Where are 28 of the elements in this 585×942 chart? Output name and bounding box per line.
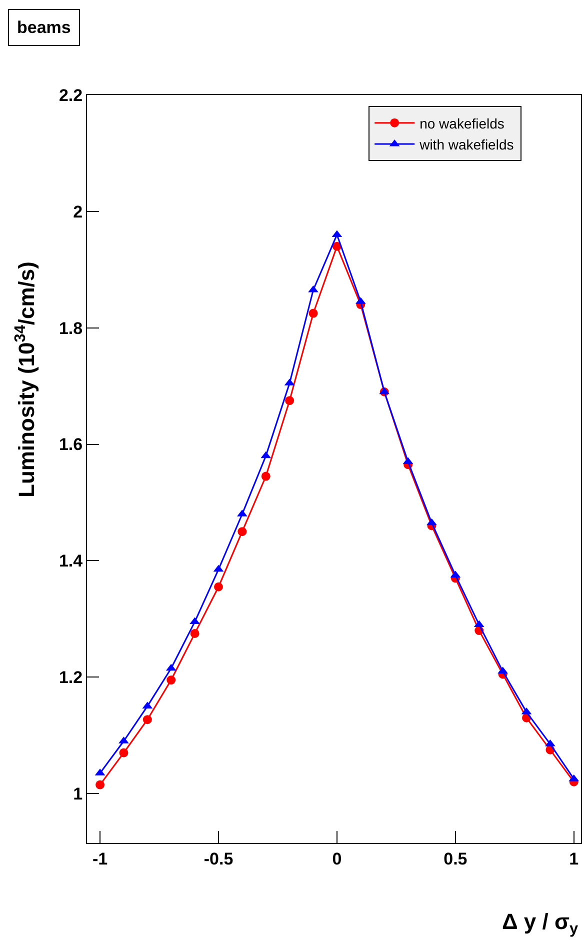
point — [190, 628, 200, 638]
point — [426, 518, 437, 526]
legend-label: no wakefields — [420, 115, 504, 132]
x-tick-label: 0.5 — [444, 849, 468, 868]
point — [142, 715, 152, 724]
x-tick-label: 0 — [332, 849, 342, 868]
y-tick-label: 2.2 — [58, 86, 83, 105]
point — [238, 527, 247, 536]
point — [96, 780, 105, 790]
x-tick-label: 1 — [569, 849, 579, 868]
point — [261, 472, 270, 481]
x-axis-title: Δ y / σ$_{y}$ — [502, 909, 579, 938]
point — [285, 396, 294, 406]
point — [190, 617, 200, 624]
y-tick-label: 1.8 — [58, 318, 83, 338]
x-tick-label: -0.5 — [204, 849, 234, 868]
point — [119, 748, 128, 758]
y-tick-label: 1.6 — [58, 435, 83, 454]
y-tick-label: 1.4 — [58, 552, 84, 571]
y-tick-label: 2 — [73, 202, 83, 222]
y-tick-label: 1.2 — [58, 668, 83, 688]
chart-title: beams — [17, 18, 71, 37]
x-tick-label: -1 — [92, 849, 108, 868]
point — [214, 582, 223, 592]
y-tick-label: 1 — [73, 784, 83, 804]
point — [166, 676, 176, 685]
legend-label: with wakefields — [418, 136, 514, 152]
point — [308, 308, 318, 318]
